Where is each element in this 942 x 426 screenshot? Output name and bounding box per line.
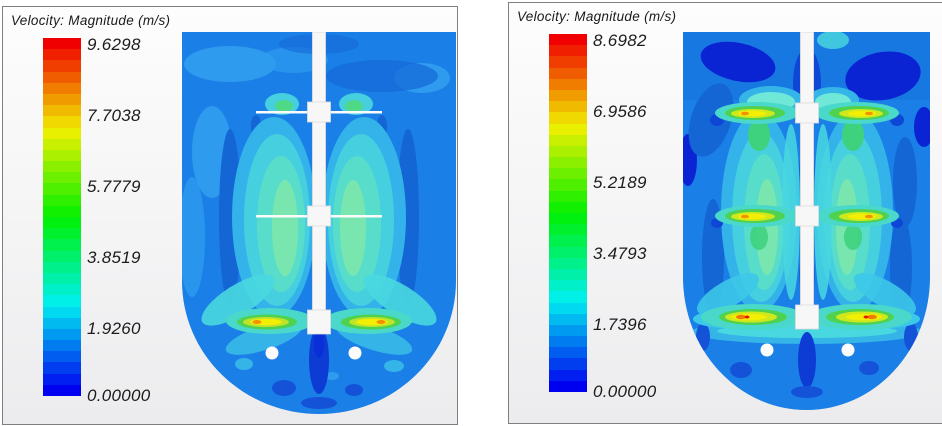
colorbar-tick-label: 3.4793 [593, 244, 647, 263]
colorbar-tick-label: 1.9260 [87, 319, 141, 338]
colorbar-tick-label: 0.00000 [87, 386, 151, 405]
scene-panel-left: Velocity: Magnitude (m/s) 9.6298 7.7038 … [2, 6, 458, 425]
contour-plot-right [683, 32, 930, 410]
colorbar-tick-label: 8.6982 [593, 31, 647, 50]
scene-panel-right: Velocity: Magnitude (m/s) 8.6982 6.9586 … [508, 2, 942, 424]
scene-title: Velocity: Magnitude (m/s) [517, 9, 677, 24]
colorbar-tick-label: 3.8519 [87, 248, 141, 267]
colorbar-labels: 8.6982 6.9586 5.2189 3.4793 1.7396 0.000… [593, 3, 685, 423]
colorbar-tick-label: 9.6298 [87, 35, 141, 54]
colorbar-tick-label: 7.7038 [87, 106, 141, 125]
colorbar-labels: 9.6298 7.7038 5.7779 3.8519 1.9260 0.000… [87, 7, 179, 424]
colorbar-tick-label: 5.2189 [593, 173, 647, 192]
colorbar-tick-label: 0.00000 [593, 382, 657, 401]
colorbar-tick-label: 1.7396 [593, 315, 647, 334]
colorbar-gradient [43, 38, 81, 396]
scene-title: Velocity: Magnitude (m/s) [11, 13, 171, 28]
colorbar-gradient [549, 34, 587, 392]
colorbar-tick-label: 5.7779 [87, 177, 141, 196]
contour-plot-left [182, 32, 456, 414]
colorbar-tick-label: 6.9586 [593, 102, 647, 121]
